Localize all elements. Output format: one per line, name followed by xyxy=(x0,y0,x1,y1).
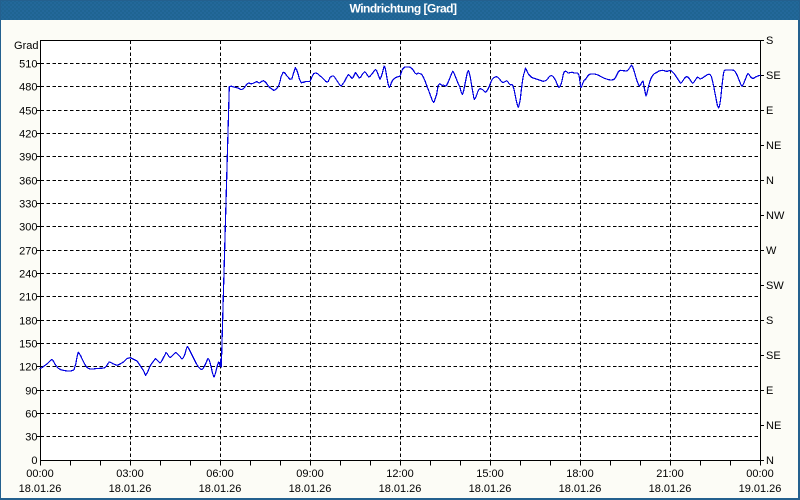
svg-text:19.01.26: 19.01.26 xyxy=(739,483,782,495)
svg-text:120: 120 xyxy=(19,362,37,374)
svg-text:NE: NE xyxy=(766,420,781,432)
svg-text:90: 90 xyxy=(25,386,37,398)
svg-text:18.01.26: 18.01.26 xyxy=(379,483,422,495)
svg-text:300: 300 xyxy=(19,222,37,234)
svg-text:N: N xyxy=(766,175,774,187)
svg-text:360: 360 xyxy=(19,176,37,188)
svg-text:NE: NE xyxy=(766,140,781,152)
svg-text:240: 240 xyxy=(19,269,37,281)
svg-text:09:00: 09:00 xyxy=(296,468,324,480)
svg-text:03:00: 03:00 xyxy=(116,468,144,480)
svg-text:S: S xyxy=(766,35,773,47)
svg-text:00:00: 00:00 xyxy=(746,468,774,480)
svg-text:00:00: 00:00 xyxy=(26,468,54,480)
svg-text:12:00: 12:00 xyxy=(386,468,414,480)
svg-text:SE: SE xyxy=(766,70,781,82)
svg-text:510: 510 xyxy=(19,59,37,71)
svg-text:E: E xyxy=(766,105,773,117)
svg-text:270: 270 xyxy=(19,246,37,258)
svg-text:450: 450 xyxy=(19,106,37,118)
svg-text:06:00: 06:00 xyxy=(206,468,234,480)
svg-text:SE: SE xyxy=(766,350,781,362)
svg-text:E: E xyxy=(766,385,773,397)
svg-text:480: 480 xyxy=(19,82,37,94)
svg-text:SW: SW xyxy=(766,280,784,292)
svg-text:18.01.26: 18.01.26 xyxy=(559,483,602,495)
svg-text:NW: NW xyxy=(766,210,785,222)
svg-text:18.01.26: 18.01.26 xyxy=(469,483,512,495)
svg-text:18.01.26: 18.01.26 xyxy=(19,483,62,495)
svg-text:18.01.26: 18.01.26 xyxy=(109,483,152,495)
svg-text:Grad: Grad xyxy=(14,40,38,52)
svg-text:420: 420 xyxy=(19,129,37,141)
svg-text:30: 30 xyxy=(25,432,37,444)
svg-text:15:00: 15:00 xyxy=(476,468,504,480)
svg-text:18.01.26: 18.01.26 xyxy=(199,483,242,495)
svg-text:330: 330 xyxy=(19,199,37,211)
svg-text:21:00: 21:00 xyxy=(656,468,684,480)
svg-text:18.01.26: 18.01.26 xyxy=(649,483,692,495)
svg-text:W: W xyxy=(766,245,777,257)
svg-text:S: S xyxy=(766,315,773,327)
svg-text:0: 0 xyxy=(31,455,37,467)
svg-text:150: 150 xyxy=(19,339,37,351)
svg-text:Windrichtung [Grad]: Windrichtung [Grad] xyxy=(349,2,457,16)
svg-text:210: 210 xyxy=(19,292,37,304)
svg-text:390: 390 xyxy=(19,152,37,164)
svg-text:18.01.26: 18.01.26 xyxy=(289,483,332,495)
svg-text:60: 60 xyxy=(25,409,37,421)
svg-text:180: 180 xyxy=(19,316,37,328)
svg-text:N: N xyxy=(766,455,774,467)
svg-text:18:00: 18:00 xyxy=(566,468,594,480)
